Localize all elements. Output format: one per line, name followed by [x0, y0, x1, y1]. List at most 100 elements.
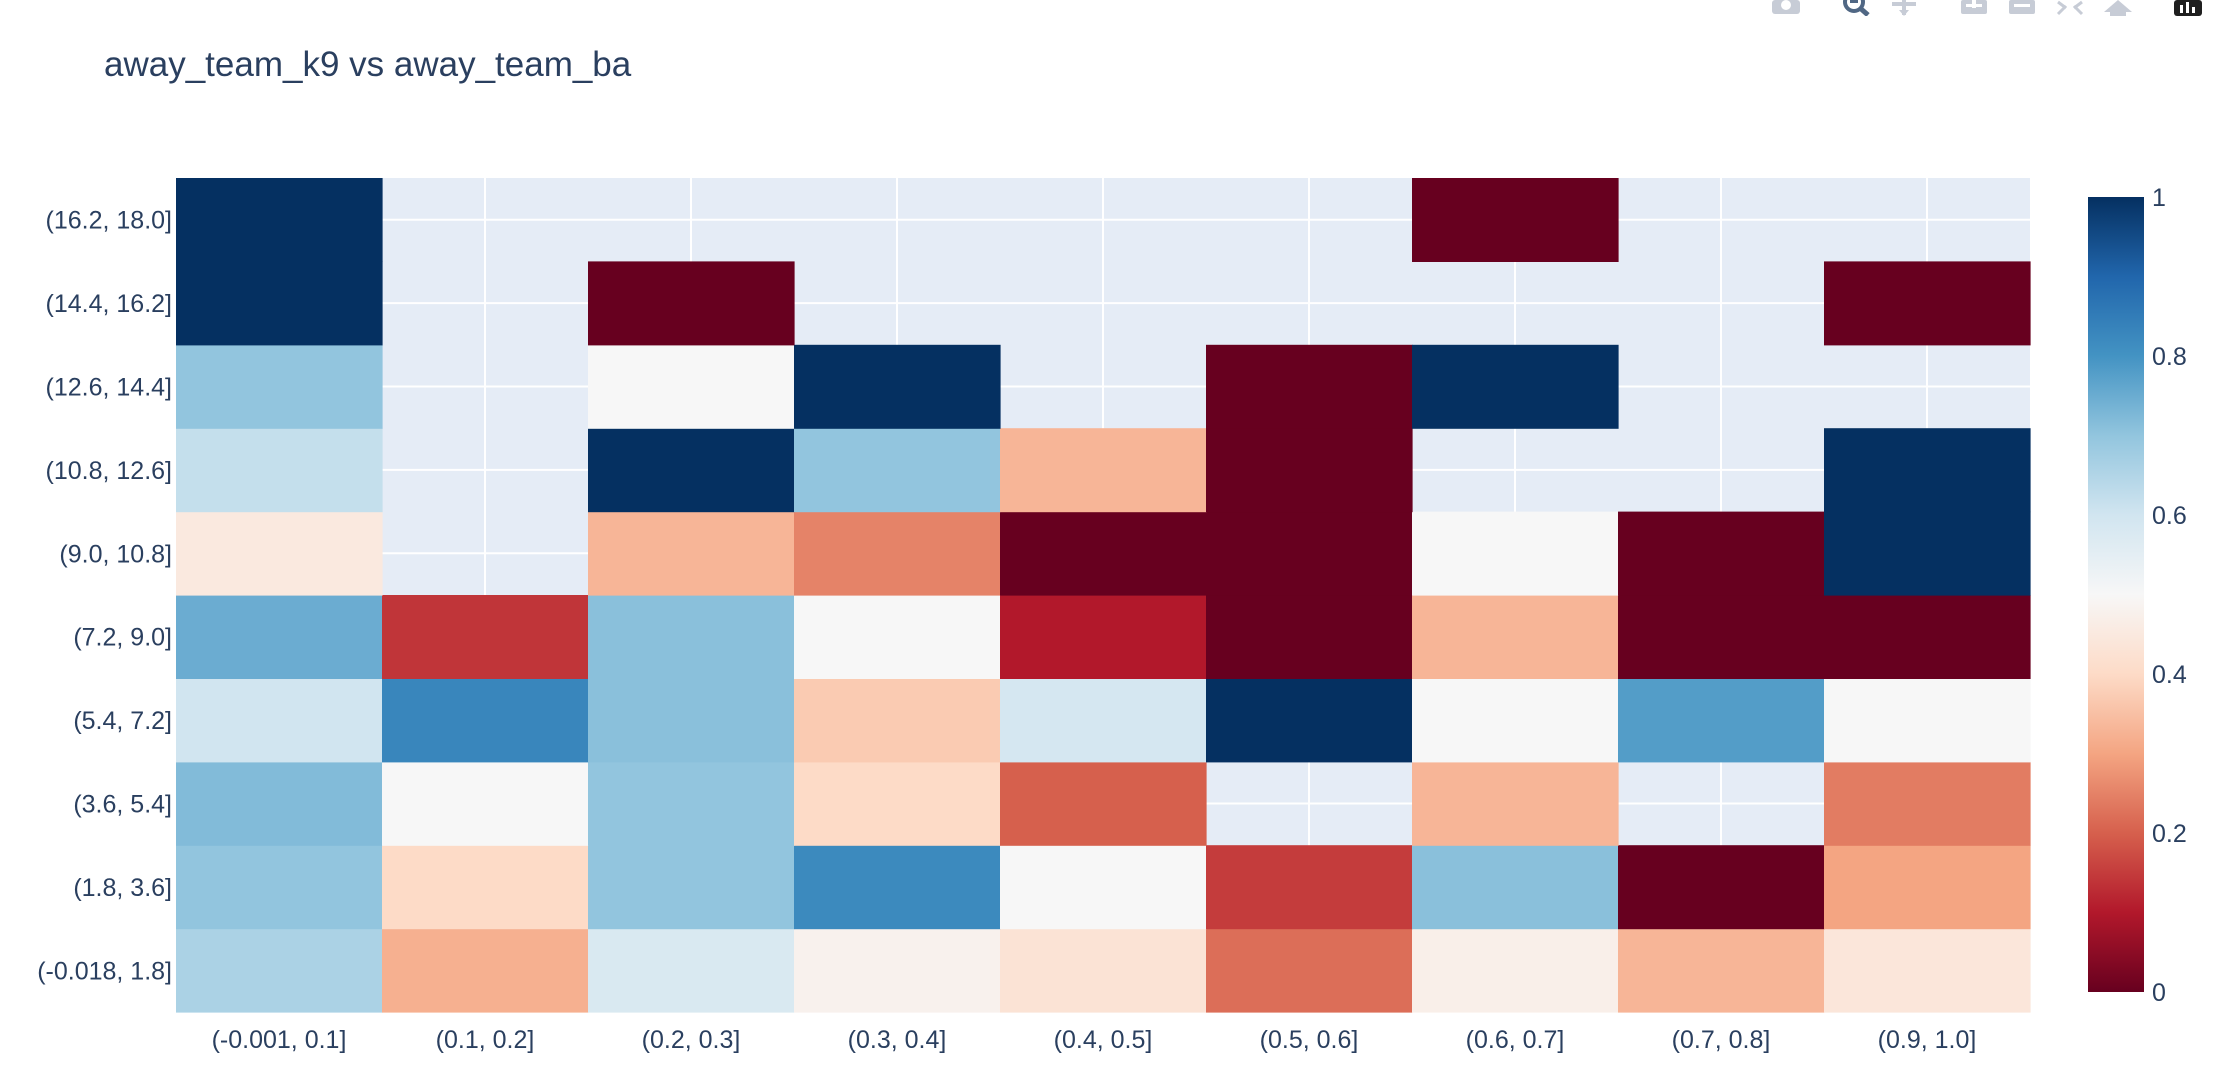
colorbar-tick-label: 0 — [2152, 979, 2166, 1007]
heatmap-cell — [794, 928, 1001, 1013]
heatmap-cells — [176, 178, 2031, 1013]
x-tick-label: (0.2, 0.3] — [642, 1026, 741, 1054]
colorbar-tick-label: 0.6 — [2152, 502, 2187, 530]
heatmap-cell — [588, 261, 795, 346]
heatmap-cell — [1000, 761, 1207, 846]
heatmap-cell — [588, 678, 795, 763]
heatmap-cell — [1412, 344, 1619, 429]
reset-axes-icon[interactable] — [2100, 0, 2136, 16]
y-tick-label: (3.6, 5.4] — [73, 791, 172, 819]
heatmap-cell — [1412, 761, 1619, 846]
heatmap-cell — [1824, 845, 2031, 930]
heatmap-cell — [176, 761, 383, 846]
zoom-in-icon[interactable] — [1956, 0, 1992, 16]
pan-icon[interactable] — [1886, 0, 1922, 16]
y-tick-label: (1.8, 3.6] — [73, 874, 172, 902]
heatmap-cell — [588, 344, 795, 429]
heatmap-cell — [794, 595, 1001, 679]
y-tick-label: (7.2, 9.0] — [73, 624, 172, 652]
heatmap-cell — [1206, 595, 1413, 679]
heatmap-cell — [1000, 678, 1207, 763]
heatmap-cell — [1206, 344, 1413, 429]
heatmap-cell — [176, 928, 383, 1013]
heatmap-cell — [176, 344, 383, 429]
y-tick-label: (16.2, 18.0] — [46, 207, 172, 235]
zoom-icon[interactable] — [1838, 0, 1874, 16]
chart-title: away_team_k9 vs away_team_ba — [104, 45, 632, 84]
heatmap-cell — [382, 928, 589, 1013]
heatmap-cell — [1412, 928, 1619, 1013]
heatmap-cell — [794, 761, 1001, 846]
heatmap-cell — [1206, 928, 1413, 1013]
heatmap-cell — [176, 595, 383, 679]
heatmap-cell — [176, 261, 383, 346]
heatmap-cell — [794, 511, 1001, 596]
heatmap-cell — [1412, 845, 1619, 930]
heatmap-cell — [1206, 428, 1413, 513]
heatmap-cell — [588, 845, 795, 930]
colorbar-tick-label: 0.2 — [2152, 820, 2187, 848]
x-tick-label: (0.3, 0.4] — [848, 1026, 947, 1054]
heatmap-cell — [1412, 178, 1619, 262]
heatmap-cell — [382, 678, 589, 763]
heatmap-cell — [588, 928, 795, 1013]
heatmap-cell — [1206, 845, 1413, 930]
heatmap-cell — [588, 595, 795, 679]
heatmap-cell — [176, 178, 383, 262]
colorbar-tick-label: 0.4 — [2152, 661, 2187, 689]
heatmap-cell — [1824, 428, 2031, 513]
heatmap-cell — [1412, 678, 1619, 763]
heatmap-cell — [382, 595, 589, 679]
y-axis-ticks: (-0.018, 1.8] (1.8, 3.6] (3.6, 5.4] (5.4, 7… — [37, 207, 172, 986]
heatmap-cell — [1824, 761, 2031, 846]
heatmap-cell — [176, 428, 383, 513]
colorbar-gradient — [2088, 197, 2144, 992]
x-tick-label: (0.5, 0.6] — [1260, 1026, 1359, 1054]
heatmap-cell — [1824, 595, 2031, 679]
heatmap-cell — [794, 678, 1001, 763]
plotly-logo-icon[interactable] — [2170, 0, 2206, 16]
heatmap-cell — [1000, 928, 1207, 1013]
autoscale-icon[interactable] — [2052, 0, 2088, 16]
heatmap-cell — [1824, 261, 2031, 346]
heatmap-cell — [1206, 511, 1413, 596]
heatmap-cell — [176, 678, 383, 763]
heatmap-cell — [1618, 928, 1825, 1013]
heatmap-cell — [588, 511, 795, 596]
heatmap-cell — [1618, 595, 1825, 679]
x-tick-label: (0.7, 0.8] — [1672, 1026, 1771, 1054]
y-tick-label: (5.4, 7.2] — [73, 707, 172, 735]
colorbar-tick-label: 1 — [2152, 184, 2166, 212]
colorbar: 0 0.2 0.4 0.6 0.8 1 — [2088, 184, 2187, 1007]
heatmap-cell — [382, 761, 589, 846]
camera-icon[interactable] — [1768, 0, 1804, 16]
heatmap-cell — [1618, 845, 1825, 930]
heatmap-cell — [1618, 511, 1825, 596]
heatmap-cell — [794, 428, 1001, 513]
heatmap-cell — [1618, 678, 1825, 763]
heatmap-cell — [1000, 595, 1207, 679]
heatmap-cell — [1206, 678, 1413, 763]
heatmap-cell — [1412, 511, 1619, 596]
zoom-out-icon[interactable] — [2004, 0, 2040, 16]
y-tick-label: (-0.018, 1.8] — [37, 957, 172, 985]
heatmap-cell — [1412, 595, 1619, 679]
y-tick-label: (14.4, 16.2] — [46, 290, 172, 318]
heatmap-cell — [794, 344, 1001, 429]
x-tick-label: (0.9, 1.0] — [1878, 1026, 1977, 1054]
heatmap-cell — [176, 845, 383, 930]
heatmap-cell — [1824, 511, 2031, 596]
heatmap-cell — [588, 428, 795, 513]
heatmap-cell — [794, 845, 1001, 930]
x-tick-label: (0.6, 0.7] — [1466, 1026, 1565, 1054]
heatmap-cell — [1824, 678, 2031, 763]
heatmap-cell — [588, 761, 795, 846]
colorbar-tick-label: 0.8 — [2152, 343, 2187, 371]
heatmap-cell — [1000, 845, 1207, 930]
x-tick-label: (0.4, 0.5] — [1054, 1026, 1153, 1054]
heatmap-cell — [1000, 428, 1207, 513]
heatmap-cell — [1000, 511, 1207, 596]
x-tick-label: (0.1, 0.2] — [436, 1026, 535, 1054]
